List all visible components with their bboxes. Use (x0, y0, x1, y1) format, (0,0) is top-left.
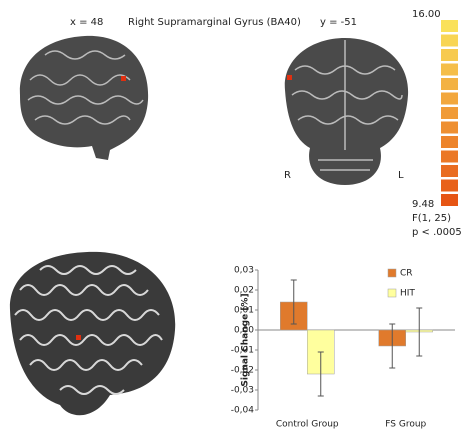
gyri (291, 40, 403, 171)
colorbar-swatch (441, 49, 458, 61)
p-label: p < .0005 (412, 227, 462, 238)
y-tick-label: 0,03 (234, 266, 254, 276)
legend-swatch (387, 268, 397, 278)
activation (76, 335, 81, 340)
activation (121, 76, 126, 81)
orientation-label: R (284, 170, 291, 181)
slice-label: y = -51 (320, 17, 357, 28)
colorbar-swatch (441, 92, 458, 105)
colorbar-swatch (441, 150, 458, 163)
brain-images (9, 35, 409, 416)
colorbar-swatch (441, 78, 458, 90)
error-bar (317, 351, 324, 397)
y-tick-label: -0,04 (231, 406, 255, 416)
colorbar-swatch (441, 107, 458, 119)
y-tick-label: -0,02 (231, 366, 254, 376)
legend-swatch (387, 288, 397, 298)
x-tick-label: FS Group (385, 420, 426, 430)
y-tick-label: 0,02 (234, 286, 254, 296)
colorbar-min: 9.48 (412, 199, 434, 210)
colorbar-swatch (441, 34, 458, 47)
colorbar-swatch (441, 194, 458, 206)
colorbar-max: 16.00 (412, 9, 441, 20)
colorbar-swatch (441, 165, 458, 177)
colorbar-swatch (441, 63, 458, 76)
stat-label: F(1, 25) (412, 213, 451, 224)
colorbar-swatch (441, 121, 458, 134)
slice-label: x = 48 (70, 17, 103, 28)
error-bar (416, 307, 423, 357)
colorbar-swatch (441, 179, 458, 192)
gyri (14, 265, 163, 395)
y-tick-label: -0,03 (231, 386, 254, 396)
colorbar-swatch (441, 20, 458, 32)
activation (287, 75, 292, 80)
gyri (27, 50, 144, 125)
y-tick-label: 0,01 (234, 306, 254, 316)
colorbar-swatch (441, 136, 458, 148)
legend-label: HIT (400, 289, 415, 299)
error-bar (290, 279, 297, 325)
legend-label: CR (400, 269, 413, 279)
region-title: Right Supramarginal Gyrus (BA40) (128, 17, 301, 28)
orientation-label: L (398, 170, 404, 181)
error-bar (389, 323, 396, 369)
y-axis-label: Signal Change [%] (241, 293, 251, 386)
colorbar (441, 20, 458, 206)
x-tick-label: Control Group (276, 420, 339, 430)
y-tick-label: -0,01 (231, 346, 254, 356)
coronal-slice (284, 38, 409, 185)
y-tick-label: 0,00 (234, 326, 254, 336)
